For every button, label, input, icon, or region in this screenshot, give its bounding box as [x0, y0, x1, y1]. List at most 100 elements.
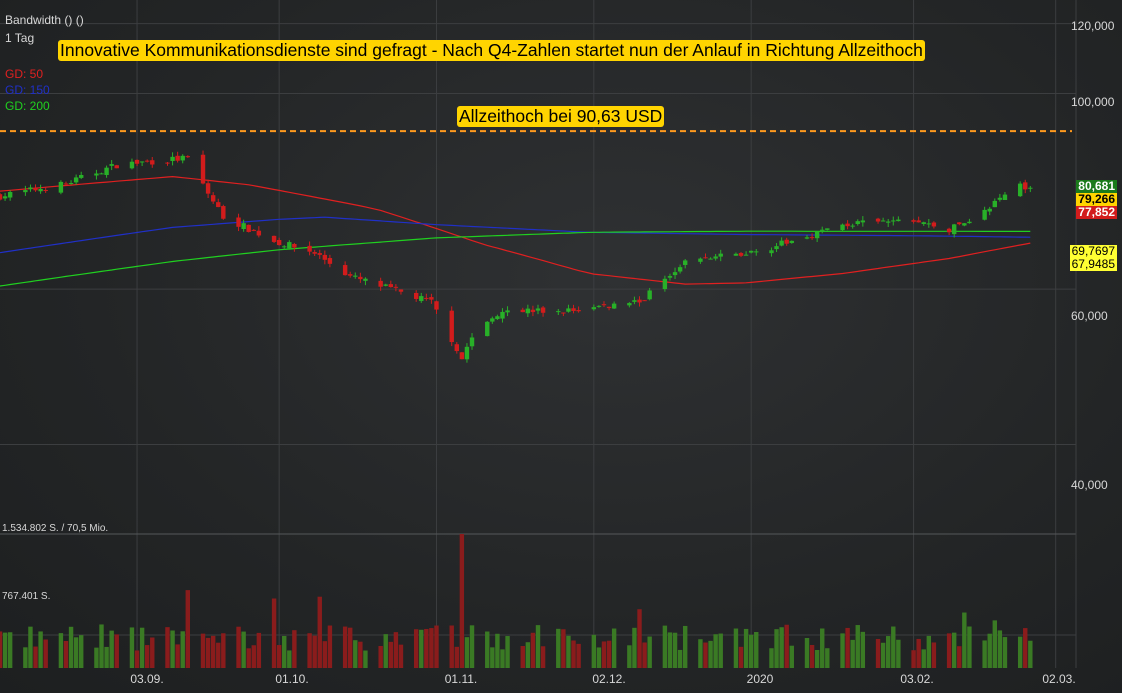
volume-bar: [464, 637, 470, 668]
volume-bar: [672, 632, 678, 668]
volume-bar: [216, 642, 221, 668]
candle-body: [789, 240, 794, 243]
candle-body: [667, 276, 673, 278]
volume-bar: [205, 637, 211, 668]
volume-bar: [0, 631, 3, 668]
volume-bar: [743, 628, 749, 668]
volume-bar: [667, 632, 673, 668]
volume-bar: [424, 628, 429, 668]
candle-body: [246, 224, 251, 232]
candle-body: [804, 237, 810, 239]
volume-bar: [358, 641, 363, 668]
volume-bar: [180, 631, 185, 668]
volume-bar: [221, 633, 226, 668]
candle-body: [459, 352, 465, 360]
candle-body: [383, 284, 388, 286]
volume-bar: [718, 633, 723, 668]
volume-bar: [789, 645, 794, 668]
candle-body: [144, 160, 150, 162]
candle-body: [413, 292, 419, 299]
candle-body: [814, 231, 820, 239]
volume-bar: [951, 632, 957, 668]
volume-bar: [353, 640, 358, 668]
volume-bar: [916, 638, 921, 668]
volume-bar: [459, 534, 465, 668]
volume-bar: [997, 630, 1003, 668]
candle-body: [571, 308, 576, 311]
ath-annotation: Allzeithoch bei 90,63 USD: [457, 106, 665, 127]
candle-body: [353, 275, 358, 277]
candle-body: [114, 165, 119, 169]
candle-body: [738, 253, 744, 256]
candle-body: [271, 235, 277, 242]
candle-body: [561, 312, 566, 314]
candle-body: [708, 258, 713, 260]
candle-body: [596, 305, 602, 307]
legend-gd150: GD: 150: [5, 83, 50, 97]
volume-bar: [33, 646, 38, 668]
candle-body: [327, 258, 333, 264]
volume-bar: [28, 626, 33, 668]
candle-body: [860, 220, 866, 223]
candle-body: [611, 303, 617, 309]
volume-bar: [1023, 628, 1028, 668]
candle-body: [251, 229, 256, 231]
candle-body: [733, 253, 739, 256]
candle-body: [916, 220, 921, 223]
volume-bar: [957, 646, 962, 668]
candle-body: [850, 225, 855, 227]
volume-bar: [591, 634, 597, 668]
candle-body: [23, 190, 28, 193]
ma-line-gd150: [0, 216, 1031, 254]
x-tick-0111: 01.11.: [444, 672, 478, 686]
volume-bar: [1028, 640, 1033, 668]
candle-body: [429, 297, 434, 300]
volume-bar: [307, 633, 312, 668]
candle-body: [109, 164, 114, 166]
candle-body: [632, 300, 637, 302]
price-box-ma150: 69,7697: [1069, 244, 1117, 258]
volume-bar: [165, 627, 170, 668]
volume-bar: [738, 646, 744, 668]
volume-bar: [200, 633, 206, 668]
volume-bar: [662, 625, 668, 668]
volume-bar: [886, 636, 891, 668]
candle-body: [535, 308, 541, 311]
candle-body: [129, 161, 135, 169]
volume-bar: [236, 626, 241, 668]
candle-body: [2, 196, 8, 199]
candle-body: [682, 260, 688, 265]
volume-bar: [520, 646, 525, 668]
price-box-last: 77,852: [1076, 205, 1117, 219]
volume-bar: [63, 640, 69, 668]
legend-gd200: GD: 200: [5, 99, 50, 113]
candle-body: [1002, 194, 1008, 201]
volume-bar: [109, 630, 114, 668]
volume-bar: [383, 634, 388, 668]
candle-body: [601, 304, 607, 306]
volume-bar: [419, 629, 424, 668]
candle-body: [73, 177, 79, 183]
candle-body: [398, 289, 404, 292]
y-tick-100: 100,000: [1071, 95, 1115, 109]
ma-line-gd200: [0, 230, 1031, 287]
volume-bar: [246, 648, 251, 668]
x-tick-2020: 2020: [746, 672, 774, 686]
volume-bar: [94, 647, 99, 668]
volume-bar: [251, 645, 256, 668]
candle-body: [454, 344, 459, 352]
volume-bar: [571, 640, 576, 668]
candle-body: [495, 316, 500, 320]
candle-body: [165, 162, 170, 164]
candle-body: [317, 253, 322, 255]
volume-bar: [840, 633, 845, 668]
candle-body: [200, 154, 206, 184]
volume-bar: [556, 628, 561, 668]
interval-label: 1 Tag: [5, 31, 35, 45]
volume-bar: [342, 626, 348, 668]
candle-body: [500, 311, 505, 319]
volume-bar: [500, 649, 505, 668]
volume-bar: [561, 629, 566, 668]
candle-body: [875, 218, 881, 222]
candle-body: [94, 173, 99, 176]
